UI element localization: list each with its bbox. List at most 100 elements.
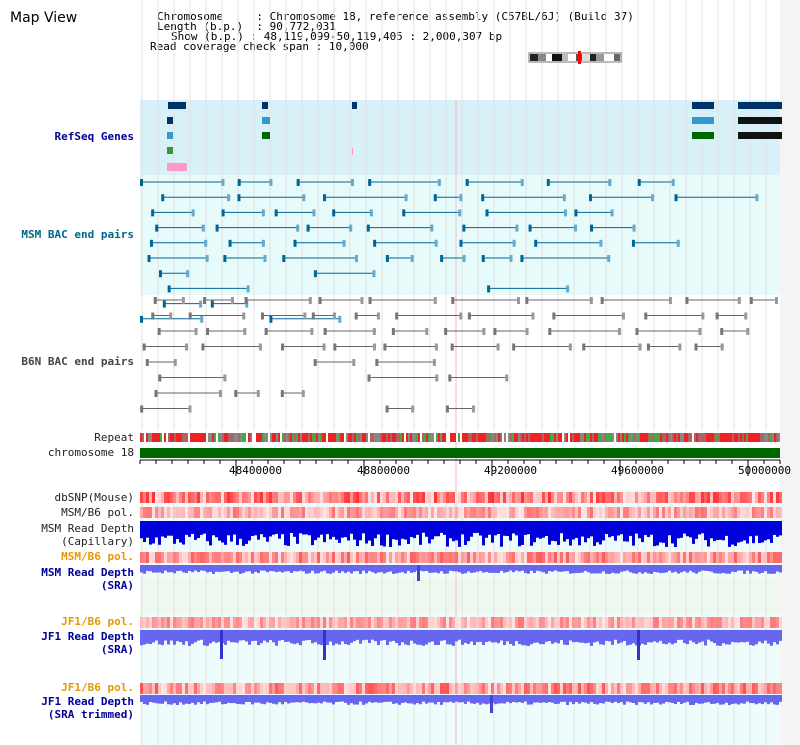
read-depth-bar <box>689 630 692 641</box>
polymorphism-cell <box>344 683 347 694</box>
read-depth-bar <box>398 565 401 573</box>
read-depth-bar <box>332 521 335 537</box>
read-depth-bar <box>599 695 602 704</box>
polymorphism-cell <box>758 507 761 518</box>
read-depth-bar <box>455 630 458 642</box>
polymorphism-cell <box>419 552 422 563</box>
polymorphism-cell <box>338 507 341 518</box>
polymorphism-cell <box>560 492 563 503</box>
polymorphism-cell <box>239 552 242 563</box>
polymorphism-cell <box>764 683 767 694</box>
track-label-jf1-b6-pol-2[interactable]: JF1/B6 pol. <box>61 681 134 694</box>
track-label-jf1-b6-pol-1[interactable]: JF1/B6 pol. <box>61 615 134 628</box>
polymorphism-cell <box>737 617 740 628</box>
polymorphism-cell <box>503 552 506 563</box>
repeat-segment <box>490 433 492 442</box>
repeat-segment <box>494 433 496 442</box>
read-depth-bar <box>548 521 551 545</box>
track-label-jf1-trim-1[interactable]: JF1 Read Depth <box>41 695 134 708</box>
polymorphism-cell <box>146 552 149 563</box>
polymorphism-cell <box>518 492 521 503</box>
polymorphism-cell <box>527 617 530 628</box>
read-depth-bar <box>191 695 194 703</box>
polymorphism-cell <box>371 552 374 563</box>
read-depth-bar <box>347 630 350 645</box>
track-label-msm-depth-cap-1[interactable]: MSM Read Depth <box>41 522 134 535</box>
polymorphism-cell <box>695 617 698 628</box>
read-depth-bar <box>605 630 608 641</box>
repeat-segment <box>384 433 386 442</box>
polymorphism-cell <box>497 617 500 628</box>
track-label-msm-depth-sra-1[interactable]: MSM Read Depth <box>41 566 134 579</box>
repeat-segment <box>718 433 720 442</box>
read-depth-bar <box>665 565 668 573</box>
read-depth-bar <box>269 630 272 640</box>
track-label-msm-b6-pol-1[interactable]: MSM/B6 pol. <box>61 506 134 519</box>
read-depth-bar <box>548 565 551 572</box>
track-label-msm-b6-pol-2[interactable]: MSM/B6 pol. <box>61 550 134 563</box>
polymorphism-cell <box>701 507 704 518</box>
read-depth-bar <box>401 630 404 643</box>
polymorphism-cell <box>704 617 707 628</box>
repeat-segment <box>370 433 372 442</box>
read-depth-bar <box>461 630 464 645</box>
polymorphism-cell <box>530 552 533 563</box>
read-depth-bar <box>512 630 515 646</box>
track-label-repeat[interactable]: Repeat <box>94 431 134 444</box>
polymorphism-cell <box>578 507 581 518</box>
track-label-refseq-genes[interactable]: RefSeq Genes <box>54 130 134 143</box>
polymorphism-cell <box>278 492 281 503</box>
track-label-jf1-depth-1[interactable]: JF1 Read Depth <box>41 630 134 643</box>
read-depth-bar <box>272 565 275 572</box>
track-label-b6n-bac[interactable]: B6N BAC end pairs <box>21 355 134 368</box>
polymorphism-cell <box>779 683 782 694</box>
polymorphism-cell <box>476 683 479 694</box>
track-label-msm-bac[interactable]: MSM BAC end pairs <box>21 228 134 241</box>
polymorphism-cell <box>671 683 674 694</box>
polymorphism-cell <box>707 507 710 518</box>
polymorphism-cell <box>677 552 680 563</box>
repeat-segment <box>228 433 230 442</box>
read-depth-bar <box>254 630 257 641</box>
polymorphism-cell <box>248 552 251 563</box>
read-depth-bar <box>674 565 677 572</box>
read-depth-bar <box>680 521 683 538</box>
polymorphism-cell <box>689 617 692 628</box>
read-depth-bar <box>746 630 749 642</box>
polymorphism-cell <box>407 683 410 694</box>
repeat-segment <box>622 433 624 442</box>
b6n-bac-end <box>737 297 741 304</box>
read-depth-bar <box>683 565 686 572</box>
b6n-bac-end <box>775 297 778 304</box>
read-depth-bar <box>494 521 497 536</box>
polymorphism-cell <box>431 507 434 518</box>
read-depth-bar <box>698 565 701 572</box>
polymorphism-cell <box>410 552 413 563</box>
refseq-gene <box>167 132 173 139</box>
polymorphism-cell <box>143 617 146 628</box>
repeat-segment <box>208 433 210 442</box>
polymorphism-cell <box>290 492 293 503</box>
polymorphism-cell <box>182 492 185 503</box>
repeat-segment <box>748 433 750 442</box>
track-label-dbsnp[interactable]: dbSNP(Mouse) <box>54 491 134 504</box>
track-label-chromosome[interactable]: chromosome 18 <box>47 446 134 459</box>
repeat-segment <box>314 433 316 442</box>
polymorphism-cell <box>227 507 230 518</box>
read-depth-bar <box>284 565 287 572</box>
polymorphism-cell <box>428 507 431 518</box>
polymorphism-cell <box>722 507 725 518</box>
polymorphism-cell <box>563 552 566 563</box>
read-depth-bar <box>536 521 539 538</box>
polymorphism-cell <box>326 683 329 694</box>
repeat-segment <box>464 433 466 442</box>
polymorphism-cell <box>410 683 413 694</box>
page-title: Map View <box>10 10 78 26</box>
read-depth-bar <box>773 630 776 643</box>
read-depth-bar <box>593 695 596 704</box>
polymorphism-cell <box>476 617 479 628</box>
polymorphism-cell <box>515 552 518 563</box>
repeat-segment <box>646 433 648 442</box>
polymorphism-cell <box>743 552 746 563</box>
polymorphism-cell <box>203 492 206 503</box>
